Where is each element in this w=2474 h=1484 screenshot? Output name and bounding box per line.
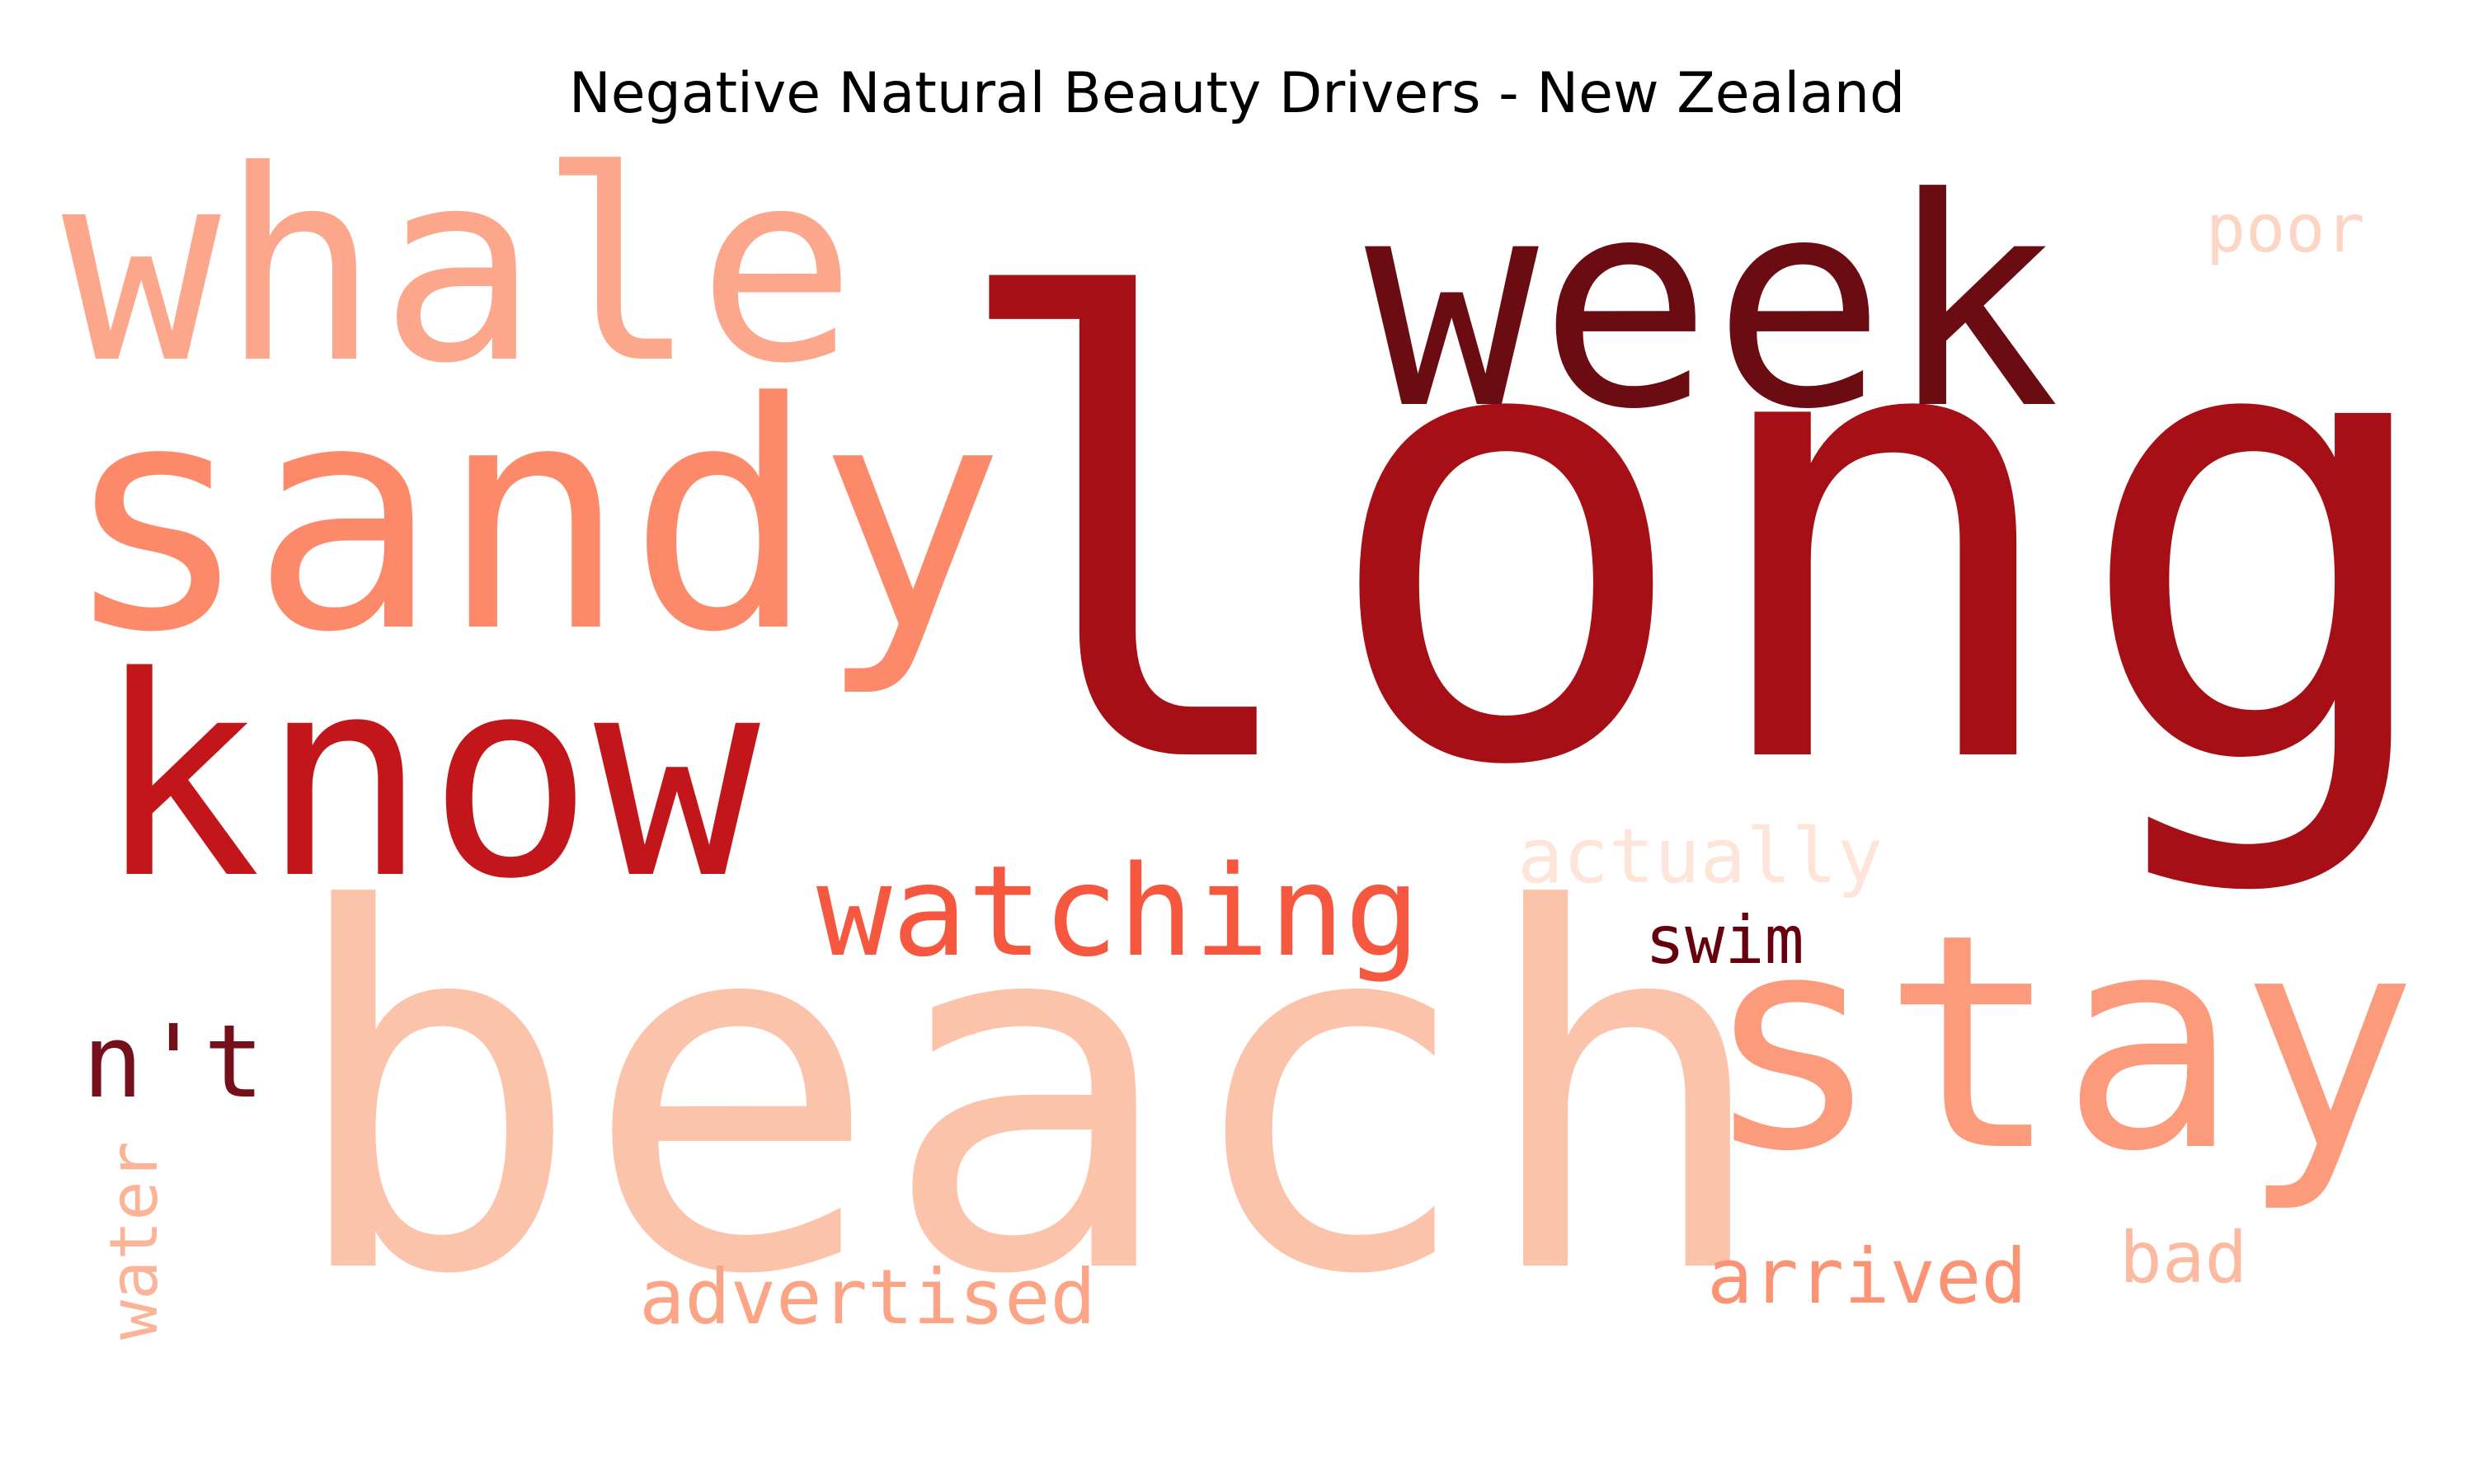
word-water: water [96, 1141, 172, 1340]
word-watching: watching [816, 838, 1420, 984]
word-advertised: advertised [639, 1253, 1096, 1341]
word-long: long [940, 174, 2449, 903]
word-sandy: sandy [62, 336, 1005, 701]
word-whale: whale [62, 115, 856, 421]
word-beach: beach [285, 806, 1774, 1383]
word-week: week [1365, 136, 2060, 472]
word-stay: stay [1703, 871, 2418, 1216]
word-know: know [95, 618, 762, 940]
word-actually: actually [1517, 812, 1883, 900]
word-swim: swim [1645, 902, 1804, 979]
chart-title: Negative Natural Beauty Drivers - New Ze… [568, 61, 1906, 126]
word-nt: n't [82, 1003, 264, 1120]
word-arrived: arrived [1707, 1233, 2027, 1321]
word-poor: poor [2206, 190, 2365, 267]
word-bad: bad [2119, 1217, 2247, 1299]
